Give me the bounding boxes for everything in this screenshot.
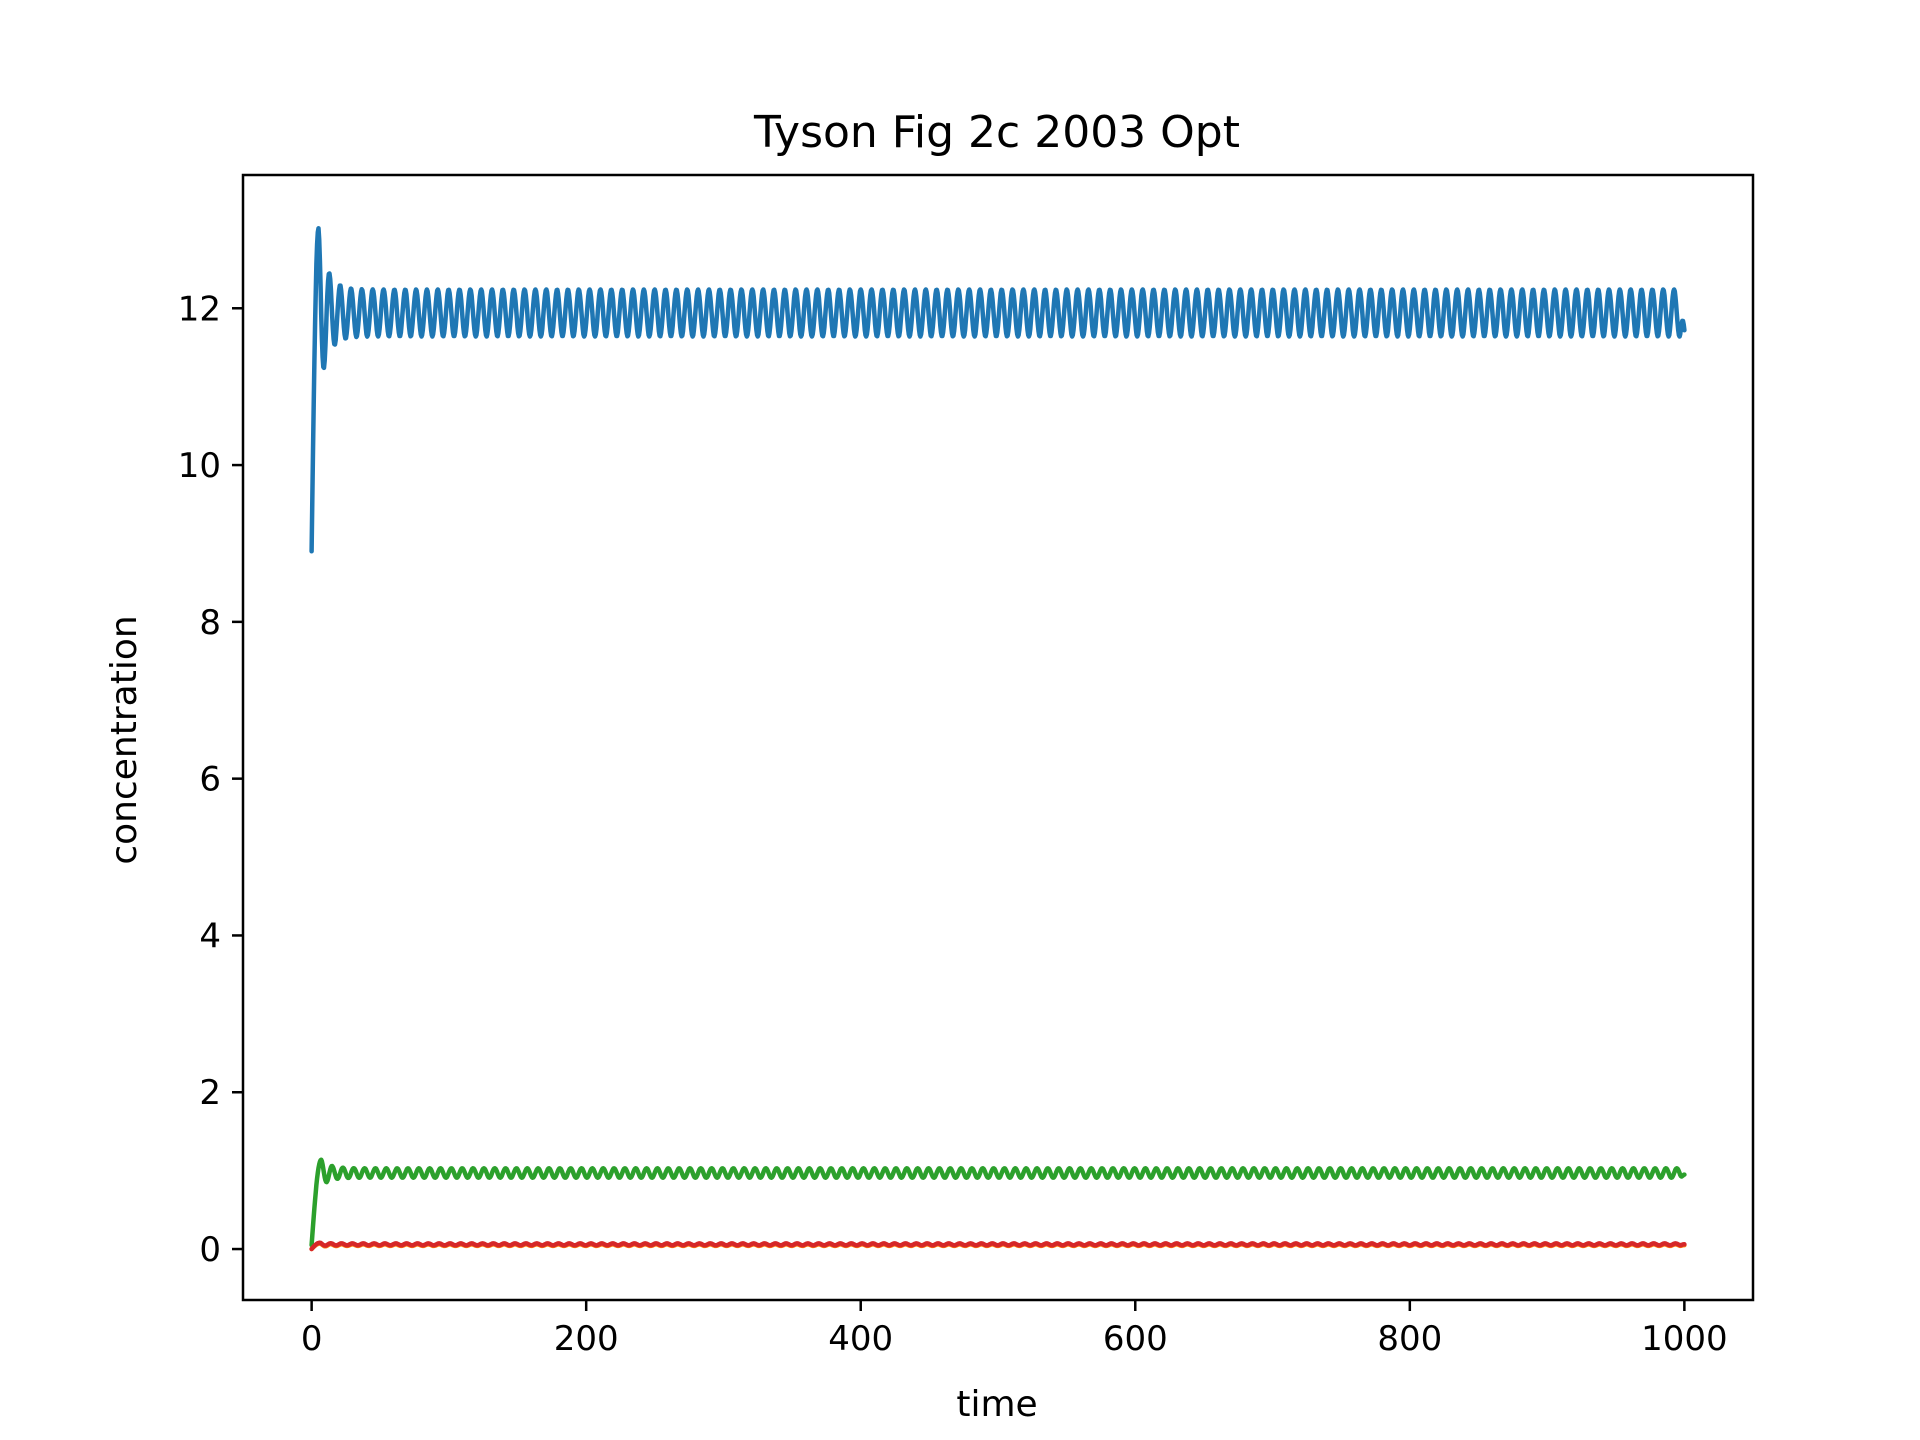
y-tick-label: 4 <box>199 916 221 956</box>
x-axis-ticks: 0 200 400 600 800 1000 <box>301 1300 1728 1359</box>
plot-frame <box>241 173 1755 1302</box>
y-tick-label: 6 <box>199 760 221 800</box>
series-line-1 <box>309 226 1687 554</box>
y-tick-label: 12 <box>178 289 221 329</box>
y-axis-label: concentration <box>104 615 145 864</box>
y-tick-label: 8 <box>199 603 221 643</box>
y-tick-label: 2 <box>199 1073 221 1113</box>
y-axis-ticks: 0 2 4 6 8 10 12 <box>178 289 243 1270</box>
x-tick-label: 200 <box>554 1319 619 1359</box>
x-tick-label: 800 <box>1377 1319 1442 1359</box>
y-tick-label: 0 <box>199 1230 221 1270</box>
series-line-2 <box>309 1157 1687 1248</box>
x-tick-label: 1000 <box>1641 1319 1728 1359</box>
chart-title: Tyson Fig 2c 2003 Opt <box>753 107 1240 158</box>
x-tick-label: 400 <box>828 1319 893 1359</box>
x-axis-label: time <box>956 1384 1037 1425</box>
series-line-4 <box>309 1240 1687 1252</box>
y-tick-label: 10 <box>178 446 221 486</box>
x-tick-label: 600 <box>1103 1319 1168 1359</box>
series-layer <box>309 226 1687 1252</box>
x-tick-label: 0 <box>301 1319 323 1359</box>
